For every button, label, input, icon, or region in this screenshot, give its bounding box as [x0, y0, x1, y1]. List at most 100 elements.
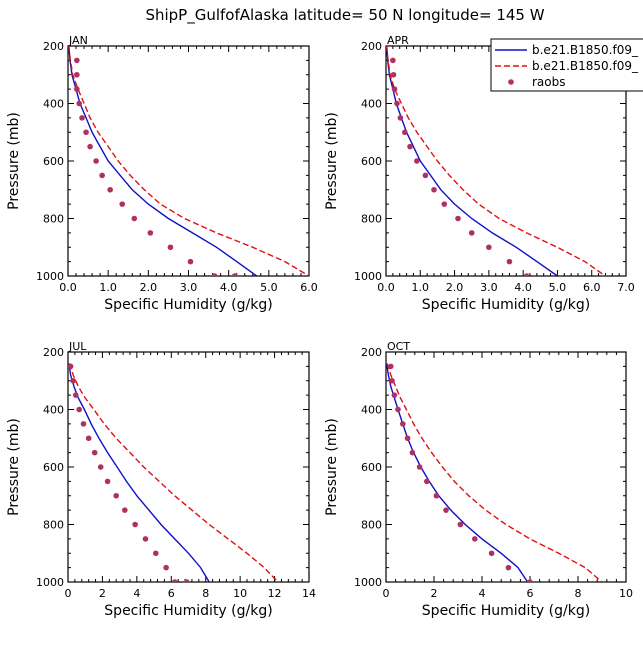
- x-tick-label: 4.0: [220, 281, 238, 294]
- raobs-point: [74, 57, 80, 64]
- raobs-point: [231, 273, 238, 276]
- y-tick-label: 600: [43, 461, 64, 474]
- raobs-point: [132, 521, 138, 528]
- raobs-point: [183, 579, 190, 582]
- x-tick-label: 6: [527, 587, 534, 600]
- raobs-point: [74, 86, 80, 92]
- x-tick-label: 14: [302, 587, 316, 600]
- y-axis-label: Pressure (mb): [6, 112, 22, 210]
- x-axis-label: Specific Humidity (g/kg): [104, 603, 272, 619]
- legend-label: raobs: [532, 75, 566, 89]
- y-tick-label: 600: [361, 461, 382, 474]
- legend-marker: [508, 79, 514, 85]
- y-tick-label: 400: [361, 98, 382, 111]
- y-tick-label: 200: [43, 346, 64, 359]
- plot-frame: [67, 45, 310, 277]
- raobs-point: [391, 392, 398, 398]
- raobs-point: [167, 244, 174, 251]
- y-tick-label: 400: [361, 404, 382, 417]
- raobs-point: [395, 406, 401, 413]
- x-tick-label: 7.0: [617, 281, 635, 294]
- series-line-solid: [386, 363, 529, 582]
- raobs-point: [74, 71, 80, 78]
- series-line-solid: [68, 363, 210, 582]
- raobs-point: [527, 579, 533, 582]
- y-axis-label: Pressure (mb): [324, 418, 340, 516]
- x-axis-label: Specific Humidity (g/kg): [422, 297, 590, 313]
- y-tick-label: 400: [43, 404, 64, 417]
- raobs-point: [152, 550, 159, 557]
- raobs-point: [402, 129, 408, 136]
- raobs-point: [104, 478, 111, 485]
- raobs-point: [488, 550, 495, 557]
- raobs-point: [391, 86, 398, 92]
- x-tick-label: 6.0: [300, 281, 318, 294]
- x-tick-label: 8: [202, 587, 209, 600]
- raobs-point: [68, 363, 74, 370]
- y-tick-label: 800: [361, 213, 382, 226]
- y-tick-label: 200: [43, 40, 64, 53]
- x-tick-label: 0: [65, 587, 72, 600]
- panel-apr: 0.0 1.0 2.0 3.0 4.0 5.0 6.0 7.0 200 400 600 800 1000…: [324, 34, 635, 313]
- x-tick-label: 4: [479, 587, 486, 600]
- x-tick-label: 3.0: [180, 281, 198, 294]
- raobs-point: [457, 521, 464, 528]
- raobs-point: [400, 421, 406, 427]
- raobs-point: [394, 100, 400, 107]
- panel-jul: 0 2 4 6 8 10 12 14 200 400 600 800 1000 Specific Humi…: [6, 340, 316, 619]
- raobs-point: [422, 172, 429, 179]
- raobs-point: [505, 564, 512, 571]
- y-tick-label: 1000: [36, 576, 64, 589]
- raobs-point: [506, 258, 513, 265]
- x-tick-label: 6: [168, 587, 175, 600]
- x-tick-label: 1.0: [412, 281, 430, 294]
- series-line-solid: [386, 46, 558, 276]
- raobs-point: [409, 449, 416, 456]
- raobs-point: [113, 492, 119, 499]
- series-line-dashed: [386, 363, 603, 582]
- x-tick-label: 12: [268, 587, 282, 600]
- x-tick-label: 2.0: [140, 281, 158, 294]
- panel-month-label: JAN: [68, 34, 88, 47]
- y-tick-label: 200: [361, 346, 382, 359]
- raobs-point: [107, 186, 113, 193]
- raobs-point: [472, 536, 478, 542]
- y-tick-label: 800: [43, 519, 64, 532]
- series-line-dashed: [68, 46, 309, 276]
- series-line-dashed: [69, 363, 279, 582]
- x-tick-label: 8: [575, 587, 582, 600]
- y-tick-label: 200: [361, 40, 382, 53]
- x-tick-label: 6.0: [583, 281, 601, 294]
- raobs-point: [93, 158, 99, 164]
- raobs-point: [407, 143, 413, 150]
- raobs-point: [211, 273, 218, 276]
- raobs-point: [441, 201, 448, 207]
- x-axis-label: Specific Humidity (g/kg): [104, 297, 272, 313]
- raobs-point: [443, 507, 449, 513]
- raobs-point: [171, 579, 178, 582]
- series-line-solid: [68, 46, 258, 276]
- x-tick-label: 5.0: [549, 281, 567, 294]
- panel-month-label: OCT: [387, 340, 410, 353]
- raobs-point: [97, 464, 104, 470]
- raobs-point: [99, 172, 105, 179]
- raobs-point: [83, 129, 89, 136]
- raobs-point: [414, 158, 420, 164]
- x-tick-label: 4.0: [514, 281, 532, 294]
- raobs-point: [76, 100, 83, 107]
- raobs-point: [87, 143, 93, 150]
- raobs-point: [142, 536, 149, 542]
- y-tick-label: 400: [43, 98, 64, 111]
- y-tick-label: 600: [43, 155, 64, 168]
- legend: b.e21.B1850.f09_ b.e21.B1850.f09_raobs: [490, 38, 643, 92]
- raobs-point: [468, 230, 475, 236]
- x-tick-label: 4: [133, 587, 140, 600]
- raobs-point: [85, 435, 92, 442]
- raobs-point: [80, 421, 87, 427]
- x-tick-label: 0: [383, 587, 390, 600]
- y-axis-label: Pressure (mb): [324, 112, 340, 210]
- x-tick-label: 0.0: [59, 281, 77, 294]
- raobs-point: [390, 71, 397, 78]
- y-tick-label: 1000: [354, 270, 382, 283]
- x-axis-label: Specific Humidity (g/kg): [422, 603, 590, 619]
